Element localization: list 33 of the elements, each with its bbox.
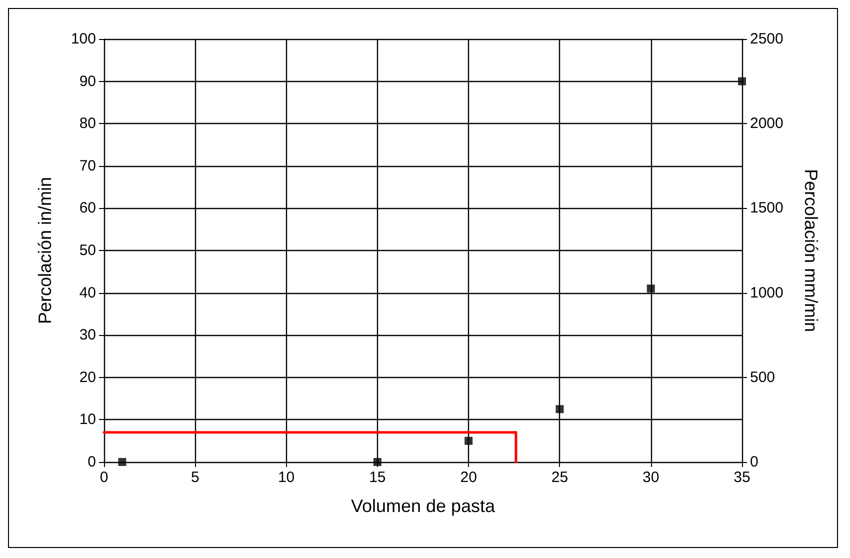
y-tick-label: 30 bbox=[79, 326, 96, 344]
y-tick-label: 20 bbox=[79, 368, 96, 386]
y2-tick-label: 0 bbox=[750, 454, 758, 470]
y-tick-label: 90 bbox=[79, 72, 96, 90]
y-tick-label: 50 bbox=[79, 242, 96, 259]
y-axis-title: Percolación in/min bbox=[35, 176, 55, 324]
x-tick-label: 20 bbox=[460, 469, 477, 486]
y-tick-label: 40 bbox=[79, 284, 96, 302]
point bbox=[464, 436, 473, 445]
y-tick-label: 100 bbox=[70, 30, 96, 48]
y2-tick-label: 1000 bbox=[750, 284, 784, 302]
point bbox=[118, 458, 126, 466]
y-tick-label: 0 bbox=[88, 454, 96, 470]
x-tick-label: 30 bbox=[642, 469, 660, 486]
y2-tick-label: 1500 bbox=[750, 200, 784, 217]
point bbox=[646, 284, 655, 293]
y-tick-label: 80 bbox=[79, 115, 96, 132]
x-tick-label: 5 bbox=[190, 469, 200, 486]
x-axis-title: Volumen de pasta bbox=[350, 496, 496, 516]
x-tick-label: 0 bbox=[100, 469, 108, 486]
point bbox=[738, 77, 746, 86]
y-tick-label: 10 bbox=[79, 411, 96, 428]
y2-tick-label: 500 bbox=[750, 368, 776, 386]
y2-axis-title: Percolación mm/min bbox=[801, 168, 821, 332]
x-tick-label: 15 bbox=[369, 469, 386, 486]
point bbox=[556, 405, 564, 414]
x-tick-label: 10 bbox=[278, 469, 295, 486]
x-tick-label: 25 bbox=[551, 469, 568, 486]
x-tick-label: 35 bbox=[734, 469, 750, 486]
y2-tick-label: 2500 bbox=[750, 30, 784, 48]
y-tick-label: 70 bbox=[79, 157, 96, 174]
y-tick-label: 60 bbox=[79, 200, 96, 217]
y2-tick-label: 2000 bbox=[750, 115, 784, 132]
